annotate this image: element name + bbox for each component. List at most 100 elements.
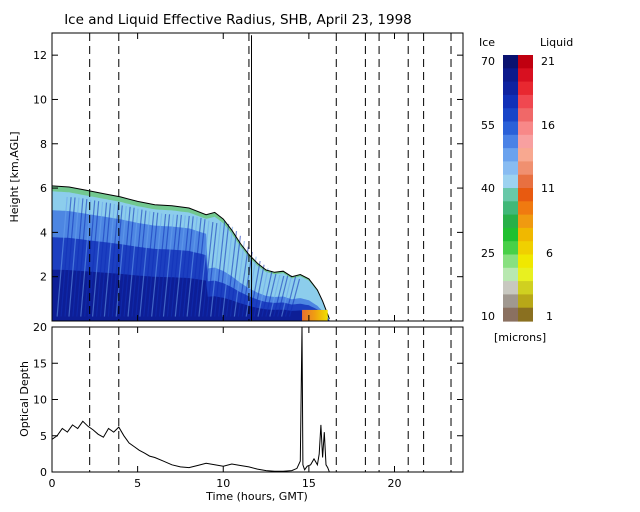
bottom-y-axis-label: Optical Depth <box>18 361 31 437</box>
y-tick-label: 5 <box>40 430 47 443</box>
y-tick-label: 2 <box>40 271 47 284</box>
top-plot-frame <box>51 32 464 322</box>
y-tick-label: 6 <box>40 182 47 195</box>
colorbar-ice-cell <box>503 68 518 83</box>
colorbar-liquid-cell <box>518 227 533 242</box>
colorbar-ice-cell <box>503 267 518 282</box>
radius-streak <box>88 201 100 317</box>
colorbar-liquid-cell <box>518 108 533 123</box>
radius-streak <box>174 215 186 317</box>
radius-streak <box>119 206 131 317</box>
radius-streak <box>218 223 230 317</box>
radius-streak <box>80 199 92 317</box>
colorbar-liquid-label: Liquid <box>540 36 573 49</box>
x-tick-label: 5 <box>134 477 141 490</box>
top-panel: 2 4 6 8 10 12 Height [km,AGL] <box>8 32 464 322</box>
radius-streak <box>281 275 293 317</box>
radius-streak <box>237 246 249 317</box>
colorbar-liquid-cell <box>518 134 533 149</box>
colorbar-ice-cell <box>503 188 518 202</box>
colorbar-liquid-cell <box>518 68 533 83</box>
y-tick-label: 12 <box>33 49 47 62</box>
radius-streak <box>170 214 182 317</box>
x-tick-label: 20 <box>388 477 402 490</box>
radius-streak <box>68 197 80 317</box>
top-x-ticks <box>51 33 395 321</box>
radius-streak <box>166 214 179 317</box>
x-tick-label: 10 <box>216 477 230 490</box>
radius-streak <box>162 214 175 317</box>
radius-streak <box>285 276 297 317</box>
colorbar-liquid-cell <box>518 94 533 109</box>
bottom-y-axis: 0 5 10 15 20 <box>33 321 463 479</box>
radius-streak <box>95 202 108 317</box>
colorbar-ice-tick: 25 <box>481 247 495 260</box>
bottom-vertical-lines <box>89 327 452 472</box>
radius-streak <box>158 214 171 317</box>
radius-streak <box>277 275 289 317</box>
colorbar-ice-cell <box>503 134 518 149</box>
radius-streak <box>198 220 210 317</box>
radius-streak <box>131 209 143 317</box>
radius-streak <box>269 274 281 317</box>
colorbar-liquid-cell <box>518 307 533 322</box>
colorbar-ice-cell <box>503 161 518 176</box>
colorbar-ice-cell <box>503 241 518 256</box>
colorbar-ice-cell <box>503 55 518 69</box>
colorbar-ice-cell <box>503 108 518 123</box>
radius-streak <box>206 222 218 317</box>
colorbar-liquid-cell <box>518 254 533 269</box>
colorbar-ice-cell <box>503 227 518 242</box>
bottom-x-axis: 0 5 10 15 20 <box>49 327 402 490</box>
colorbar-liquid-cell <box>518 201 533 216</box>
radius-streak <box>111 205 123 317</box>
radius-streak <box>72 198 84 317</box>
colorbar-liquid-tick: 16 <box>541 119 555 132</box>
bottom-panel: 0 5 10 15 20 0 5 10 15 20 Optical Depth Time (ho… <box>18 321 464 503</box>
chart-title: Ice and Liquid Effective Radius, SHB, Ap… <box>64 12 412 28</box>
colorbar-ice-tick: 10 <box>481 310 495 323</box>
colorbar-liquid-cell <box>518 281 533 295</box>
radius-streak <box>178 215 190 317</box>
radius-streak <box>273 275 285 317</box>
colorbar-ice-cell <box>503 121 518 136</box>
colorbar-liquid-cell <box>518 55 533 69</box>
radius-streak <box>127 208 139 317</box>
radius-streak <box>186 216 198 317</box>
colorbar-liquid-cell <box>518 214 533 229</box>
radius-streak <box>123 207 135 317</box>
radius-streak <box>155 213 167 317</box>
radius-streak <box>261 271 273 317</box>
colorbar-liquid-tick: 21 <box>541 55 555 68</box>
radius-streak <box>225 231 238 317</box>
top-y-axis-label: Height [km,AGL] <box>8 131 21 222</box>
x-tick-label: 0 <box>49 477 56 490</box>
radius-streak <box>135 210 147 317</box>
radius-streak <box>190 217 202 317</box>
colorbar-ice-tick: 55 <box>481 119 495 132</box>
top-vertical-lines <box>89 33 452 321</box>
radius-streak <box>233 241 245 317</box>
colorbar-liquid-cell <box>518 188 533 202</box>
colorbar-ice-cell <box>503 201 518 216</box>
y-tick-label: 4 <box>40 226 47 239</box>
radius-streak <box>99 203 112 317</box>
top-y-axis: 2 4 6 8 10 12 <box>33 49 463 284</box>
radius-streak <box>107 204 119 317</box>
radius-streak <box>91 201 104 317</box>
radius-streak <box>257 268 269 317</box>
colorbar-ice-cell <box>503 254 518 269</box>
x-tick-label: 15 <box>302 477 316 490</box>
radius-streak <box>210 222 222 317</box>
radius-streak <box>202 221 214 317</box>
radius-streak <box>253 264 265 317</box>
colorbar-ticks: 70 55 40 25 10 21 16 11 6 1 <box>481 55 555 323</box>
colorbar-units: [microns] <box>494 331 546 344</box>
colorbar-ice-scale <box>503 55 518 322</box>
colorbar-ice-cell <box>503 174 518 189</box>
colorbar-liquid-cell <box>518 294 533 309</box>
colorbar-ice-cell <box>503 81 518 96</box>
colorbar-liquid-tick: 1 <box>546 310 553 323</box>
radius-streak <box>182 216 194 317</box>
